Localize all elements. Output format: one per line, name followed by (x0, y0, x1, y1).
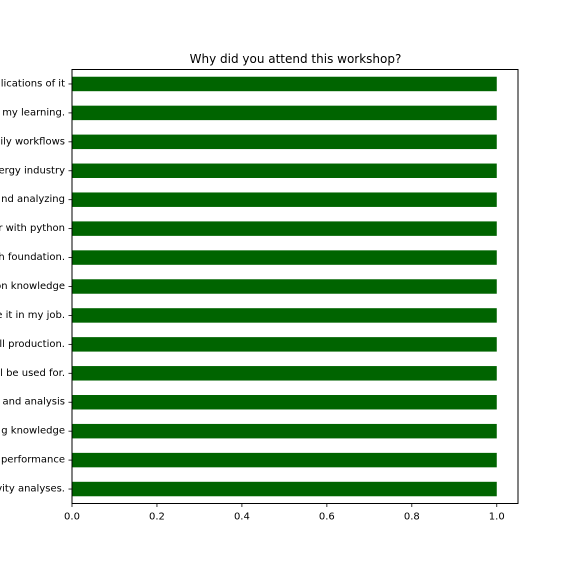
y-tick-label: vity analyses. (0, 484, 65, 495)
bar (72, 279, 497, 294)
y-tick-label: ergy industry (0, 165, 65, 176)
y-tick-label: and analysis (3, 397, 65, 408)
y-tick-label: ll production. (0, 339, 65, 350)
bar (72, 221, 497, 236)
bar (72, 250, 497, 265)
x-tick-label: 1.0 (489, 512, 505, 523)
x-tick-label: 0.8 (404, 512, 420, 523)
y-tick-label: ily workflows (0, 136, 65, 147)
y-tick-label: lications of it (1, 78, 65, 89)
bar (72, 76, 497, 92)
y-tick-label: h foundation. (0, 252, 65, 263)
y-tick-label: nd analyzing (1, 194, 65, 205)
y-tick-label: l be used for. (0, 368, 65, 379)
x-tick-label: 0.6 (319, 512, 335, 523)
bar (72, 337, 497, 352)
chart-title: Why did you attend this workshop? (190, 52, 402, 66)
y-tick-label: on knowledge (0, 281, 65, 292)
bar (72, 308, 497, 323)
x-tick-label: 0.2 (149, 512, 165, 523)
y-tick-label: my learning. (2, 107, 65, 118)
bar (72, 481, 497, 497)
y-tick-label: performance (1, 455, 65, 466)
x-tick-label: 0.0 (64, 512, 80, 523)
plot-frame (71, 69, 519, 504)
bars-group (72, 76, 497, 497)
bar (72, 423, 497, 439)
bar (72, 192, 497, 207)
bar (72, 366, 497, 381)
bar (72, 105, 497, 121)
y-tick-label: e it in my job. (0, 310, 65, 321)
bar (72, 452, 497, 468)
y-axis-ticks: lications of it my learning. ily workflows… (0, 78, 72, 495)
y-tick-label: r with python (0, 223, 65, 234)
bar (72, 395, 497, 410)
x-axis-ticks: 0.0 0.2 0.4 0.6 0.8 1.0 (64, 503, 505, 523)
bar (72, 163, 497, 178)
x-tick-label: 0.4 (234, 512, 250, 523)
bar (72, 134, 497, 150)
y-tick-label: g knowledge (1, 426, 65, 437)
